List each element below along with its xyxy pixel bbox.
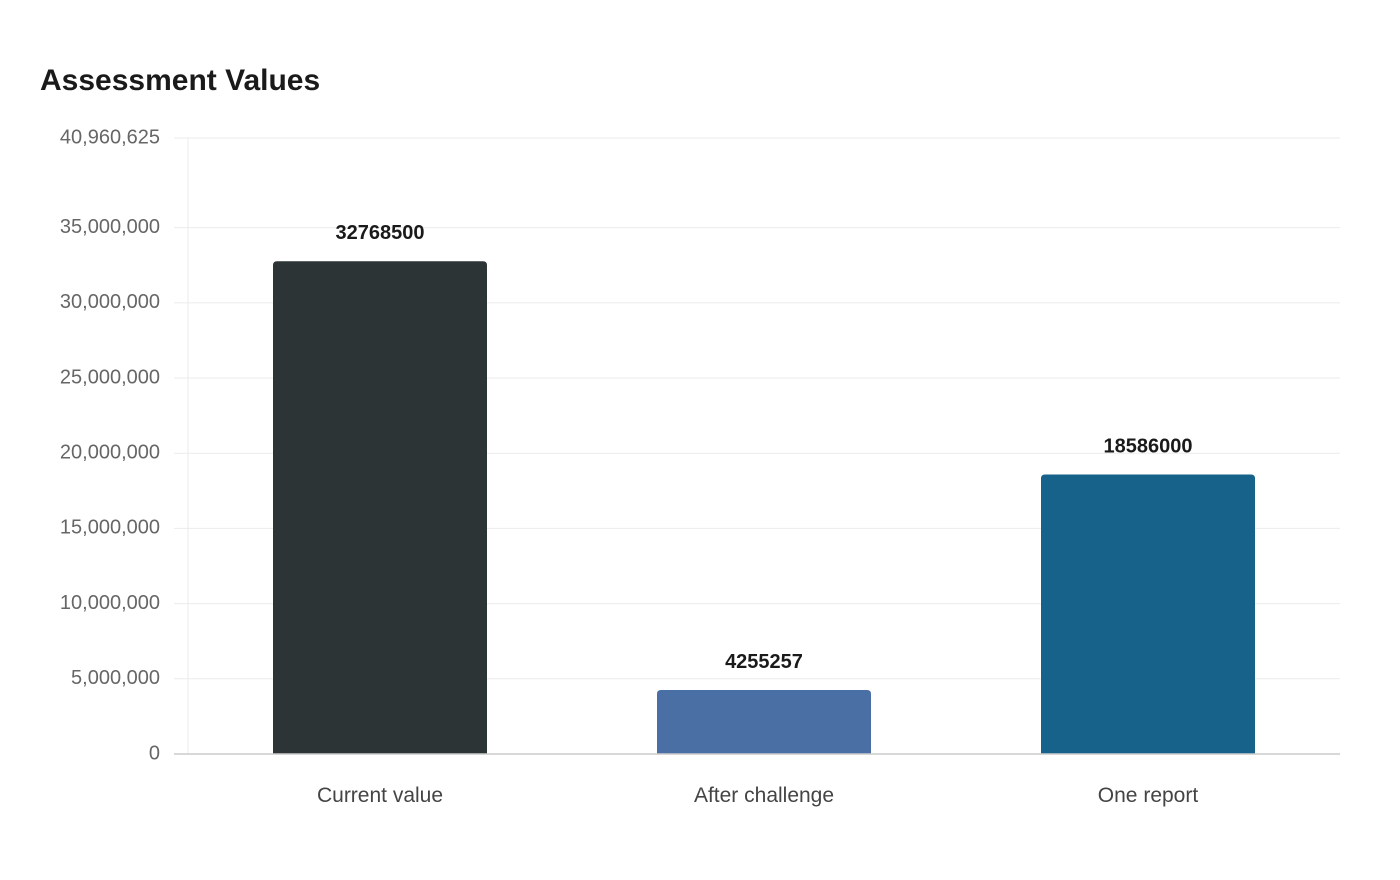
x-tick-label: After challenge xyxy=(694,784,834,807)
y-axis: 0 5,000,000 10,000,000 15,000,000 20,000,000… xyxy=(60,126,189,764)
y-tick-label: 25,000,000 xyxy=(60,366,160,388)
y-tick-label: 30,000,000 xyxy=(60,291,160,313)
data-label: 4255257 xyxy=(725,651,803,673)
bar-current-value xyxy=(273,261,487,754)
bar-after-challenge xyxy=(657,690,871,754)
data-label: 32768500 xyxy=(336,222,425,244)
y-tick-label: 0 xyxy=(149,742,160,764)
data-label: 18586000 xyxy=(1104,435,1193,457)
y-tick-label: 35,000,000 xyxy=(60,216,160,238)
y-tick-label: 40,960,625 xyxy=(60,126,160,148)
x-axis: Current value After challenge One report xyxy=(174,753,1340,807)
y-tick-label: 10,000,000 xyxy=(60,592,160,614)
y-tick-label: 15,000,000 xyxy=(60,517,160,539)
x-tick-label: Current value xyxy=(317,784,443,807)
chart-title: Assessment Values xyxy=(40,64,320,97)
bar-one-report xyxy=(1041,474,1255,754)
data-labels: 32768500 4255257 18586000 xyxy=(336,222,1193,673)
y-tick-label: 20,000,000 xyxy=(60,442,160,464)
x-tick-label: One report xyxy=(1098,784,1199,807)
bars xyxy=(273,261,1255,754)
y-tick-label: 5,000,000 xyxy=(71,667,160,689)
